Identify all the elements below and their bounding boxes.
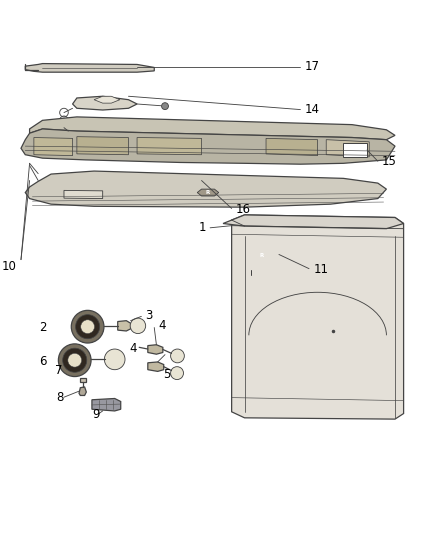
- Text: 4: 4: [130, 342, 137, 354]
- Polygon shape: [118, 321, 131, 331]
- Text: 10: 10: [2, 260, 17, 273]
- Text: 15: 15: [382, 155, 397, 168]
- Polygon shape: [30, 117, 395, 140]
- Polygon shape: [244, 248, 279, 262]
- Text: 3: 3: [146, 309, 153, 322]
- Polygon shape: [266, 139, 318, 156]
- Text: 8: 8: [57, 391, 64, 404]
- Circle shape: [58, 344, 91, 376]
- Polygon shape: [21, 129, 395, 164]
- Polygon shape: [148, 362, 164, 372]
- Polygon shape: [244, 275, 300, 285]
- Text: R: R: [260, 253, 264, 258]
- Text: 14: 14: [305, 103, 320, 116]
- Polygon shape: [148, 345, 163, 354]
- Polygon shape: [73, 96, 137, 110]
- Circle shape: [104, 349, 125, 370]
- Polygon shape: [80, 378, 86, 382]
- Circle shape: [63, 348, 87, 372]
- Polygon shape: [25, 171, 386, 207]
- Circle shape: [81, 320, 95, 334]
- Polygon shape: [223, 215, 403, 229]
- Polygon shape: [232, 215, 403, 419]
- Polygon shape: [79, 387, 86, 395]
- Text: 11: 11: [313, 263, 328, 276]
- Text: 9: 9: [92, 408, 99, 421]
- Circle shape: [71, 310, 104, 343]
- Text: 1: 1: [198, 221, 206, 235]
- Text: 6: 6: [39, 356, 47, 368]
- Polygon shape: [137, 138, 201, 155]
- Text: R: R: [206, 190, 210, 195]
- Circle shape: [162, 103, 169, 110]
- Polygon shape: [25, 63, 154, 72]
- Circle shape: [170, 367, 184, 379]
- Text: 17: 17: [305, 60, 320, 73]
- Polygon shape: [77, 136, 128, 155]
- Polygon shape: [326, 140, 369, 157]
- Text: 16: 16: [236, 203, 251, 216]
- Circle shape: [68, 353, 81, 367]
- Circle shape: [76, 314, 100, 339]
- Text: 5: 5: [163, 368, 170, 381]
- Polygon shape: [92, 399, 121, 411]
- FancyBboxPatch shape: [343, 143, 367, 157]
- Polygon shape: [94, 96, 120, 103]
- Text: 7: 7: [55, 364, 63, 377]
- Circle shape: [130, 318, 146, 334]
- Text: 2: 2: [39, 321, 47, 334]
- Polygon shape: [34, 138, 73, 156]
- Polygon shape: [64, 190, 102, 199]
- Text: 4: 4: [159, 319, 166, 333]
- Circle shape: [170, 349, 184, 363]
- Polygon shape: [197, 189, 219, 196]
